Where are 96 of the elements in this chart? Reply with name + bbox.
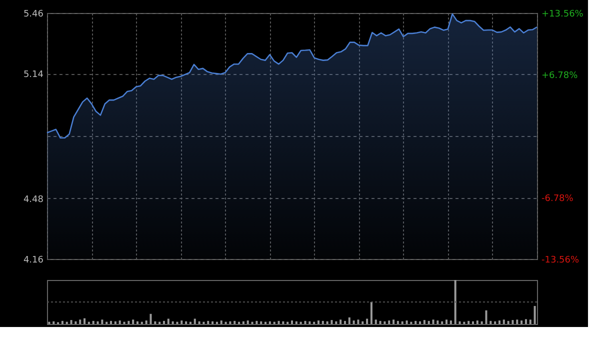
bar xyxy=(406,320,408,324)
bar xyxy=(136,321,138,324)
bar xyxy=(414,320,417,324)
bar xyxy=(468,320,470,324)
bar xyxy=(485,310,488,324)
bar xyxy=(114,321,116,324)
bar xyxy=(446,320,448,324)
bar xyxy=(344,320,346,324)
bar xyxy=(260,321,262,324)
bar xyxy=(282,321,284,324)
bar xyxy=(335,321,338,324)
bar xyxy=(520,320,523,324)
bar xyxy=(234,320,236,324)
bar xyxy=(494,321,496,324)
bar xyxy=(220,320,222,324)
bar xyxy=(524,319,527,324)
bar xyxy=(70,320,72,324)
bar xyxy=(529,320,532,324)
y2-tick-label: +6.78% xyxy=(542,71,578,81)
bar xyxy=(79,320,82,324)
bar xyxy=(516,320,518,324)
bar xyxy=(304,320,306,324)
bar xyxy=(172,321,174,324)
bar xyxy=(436,320,439,324)
bar xyxy=(419,321,422,324)
bar xyxy=(450,320,452,324)
bar xyxy=(84,318,86,324)
bar xyxy=(295,321,298,324)
bar xyxy=(52,321,55,324)
y2-tick-label: -13.56% xyxy=(542,256,580,266)
bar xyxy=(268,321,271,324)
bar xyxy=(167,318,170,324)
bar xyxy=(317,320,320,324)
bar xyxy=(384,321,386,324)
y-tick-label: 5.46 xyxy=(23,10,44,20)
bar xyxy=(242,321,244,324)
bar xyxy=(352,320,355,324)
bar xyxy=(458,321,461,324)
bar xyxy=(480,321,483,324)
bar xyxy=(498,320,500,324)
y-tick-label: 5.14 xyxy=(23,70,44,80)
bar xyxy=(180,320,183,324)
bar xyxy=(432,320,434,324)
bar xyxy=(61,320,64,324)
bar xyxy=(330,320,333,324)
bar xyxy=(507,320,510,324)
bar xyxy=(401,321,404,324)
y-tick-label: 4.48 xyxy=(23,194,44,205)
bar xyxy=(118,320,121,324)
bar xyxy=(490,320,492,324)
bar xyxy=(110,320,112,324)
y-tick-label: 4.16 xyxy=(23,256,44,266)
bar xyxy=(428,320,430,324)
bar xyxy=(291,320,293,324)
bar xyxy=(207,320,210,324)
bar xyxy=(96,321,99,324)
bar xyxy=(476,320,478,324)
bar xyxy=(362,321,364,324)
bar xyxy=(357,320,360,324)
bar xyxy=(74,321,77,324)
bar xyxy=(502,320,505,324)
bar xyxy=(162,320,165,324)
bar xyxy=(185,321,188,324)
bar xyxy=(423,320,426,324)
bar xyxy=(340,320,342,324)
bar xyxy=(308,321,311,324)
bar xyxy=(396,320,399,324)
bar xyxy=(366,318,368,324)
bar xyxy=(212,321,214,324)
y2-tick-label: -6.78% xyxy=(542,194,574,204)
bar xyxy=(150,314,152,324)
bar xyxy=(154,321,156,324)
y2-tick-label: +13.56% xyxy=(542,10,584,20)
bar xyxy=(454,280,456,324)
bar xyxy=(512,320,514,324)
bar xyxy=(534,306,536,324)
bar xyxy=(101,320,104,324)
bar xyxy=(392,320,395,324)
bar xyxy=(326,321,328,324)
bar xyxy=(246,320,249,324)
bar xyxy=(145,320,148,324)
bar xyxy=(348,317,350,324)
bar xyxy=(388,320,390,324)
bar xyxy=(374,320,377,324)
bar xyxy=(472,321,474,324)
bar xyxy=(132,320,134,324)
bar xyxy=(370,302,372,324)
bar xyxy=(198,321,200,324)
bar xyxy=(322,320,324,324)
bar xyxy=(441,321,444,324)
bar xyxy=(194,318,196,324)
bar xyxy=(92,320,94,324)
bar xyxy=(278,320,280,324)
bar xyxy=(256,320,258,324)
bar xyxy=(229,321,232,324)
bar xyxy=(379,320,382,324)
